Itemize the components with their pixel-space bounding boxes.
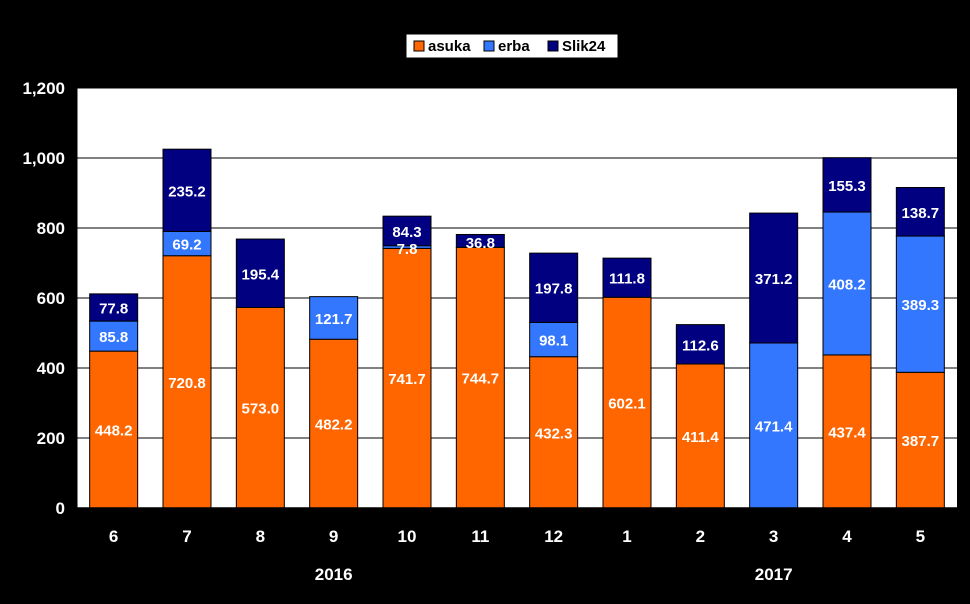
data-label: 98.1 — [539, 333, 568, 350]
data-label: 36.8 — [466, 235, 495, 252]
x-tick-label: 7 — [182, 527, 191, 546]
bar-segment-erba — [309, 296, 359, 340]
bar-segment-asuka — [529, 356, 579, 509]
data-label: 84.3 — [392, 224, 421, 241]
legend-label: erba — [498, 38, 530, 55]
data-label: 85.8 — [99, 329, 128, 346]
data-label: 432.3 — [535, 425, 573, 442]
y-tick-label: 0 — [56, 499, 65, 518]
data-label: 744.7 — [462, 371, 500, 388]
data-label: 720.8 — [168, 375, 206, 392]
data-label: 121.7 — [315, 311, 353, 328]
bar-segment-asuka — [455, 246, 505, 509]
bar-segment-erba — [529, 321, 579, 358]
data-label: 389.3 — [902, 297, 940, 314]
bar-segment-slik24 — [602, 257, 652, 298]
data-label: 155.3 — [828, 178, 866, 195]
bar-segment-slik24 — [822, 157, 872, 213]
x-tick-label: 12 — [544, 527, 563, 546]
data-label: 69.2 — [172, 237, 201, 254]
data-label: 387.7 — [902, 433, 940, 450]
data-label: 741.7 — [388, 371, 426, 388]
legend-label: Slik24 — [562, 38, 606, 55]
data-label: 371.2 — [755, 271, 793, 288]
legend: asuka erba Slik24 — [405, 33, 619, 59]
year-label: 2017 — [755, 565, 793, 584]
data-label: 408.2 — [828, 276, 866, 293]
legend-swatch-asuka — [413, 40, 425, 52]
y-tick-label: 600 — [37, 289, 65, 308]
legend-box — [405, 33, 619, 59]
bar-segment-slik24 — [529, 252, 579, 323]
data-label: 448.2 — [95, 423, 133, 440]
y-tick-label: 1,200 — [22, 79, 65, 98]
bar-segment-asuka — [822, 354, 872, 509]
data-label: 112.6 — [682, 337, 719, 354]
bar-segment-slik24 — [675, 324, 725, 365]
data-labels: 448.2 85.8 77.8 720.8 69.2 235.2 573.0 195.4 482… — [95, 178, 939, 450]
x-tick-label: 1 — [622, 527, 631, 546]
data-label: 235.2 — [168, 183, 206, 200]
bar-segment-erba — [89, 320, 139, 352]
data-label: 7.8 — [397, 241, 418, 258]
x-tick-label: 2 — [696, 527, 705, 546]
bar-segment-erba — [822, 211, 872, 356]
data-label: 411.4 — [682, 429, 719, 446]
legend-swatch-slik24 — [547, 40, 559, 52]
bar-segment-asuka — [602, 296, 652, 509]
x-tick-label: 11 — [471, 527, 489, 546]
bar-segment-slik24 — [235, 238, 285, 308]
year-label: 2016 — [315, 565, 353, 584]
data-label: 195.4 — [242, 266, 280, 283]
bar-segment-slik24 — [455, 233, 505, 248]
data-label: 471.4 — [755, 419, 793, 436]
gridlines — [77, 87, 957, 439]
bar-segment-asuka — [675, 363, 725, 509]
data-label: 573.0 — [242, 401, 280, 418]
data-label: 482.2 — [315, 417, 353, 434]
bar-segment-slik24 — [162, 148, 212, 232]
bar-segment-slik24 — [382, 215, 432, 247]
data-label: 77.8 — [99, 300, 128, 317]
data-label: 437.4 — [828, 424, 866, 441]
data-label: 602.1 — [608, 396, 646, 413]
data-label: 138.7 — [902, 205, 940, 222]
x-tick-label: 6 — [109, 527, 118, 546]
x-tick-label: 3 — [769, 527, 778, 546]
x-tick-label: 8 — [256, 527, 265, 546]
legend-swatch-erba — [483, 40, 495, 52]
bar-segment-asuka — [89, 350, 139, 509]
x-tick-label: 9 — [329, 527, 338, 546]
bar-segment-slik24 — [895, 187, 945, 237]
bar-segment-asuka — [895, 371, 945, 509]
x-tick-label: 5 — [916, 527, 925, 546]
x-tick-label: 10 — [398, 527, 417, 546]
y-tick-label: 200 — [37, 429, 65, 448]
legend-label: asuka — [428, 38, 471, 55]
y-tick-label: 1,000 — [22, 149, 65, 168]
bar-segment-slik24 — [749, 212, 799, 344]
bars — [89, 148, 945, 509]
data-label: 197.8 — [535, 281, 573, 298]
y-tick-label: 400 — [37, 359, 65, 378]
data-label: 111.8 — [609, 271, 645, 288]
bar-segment-slik24 — [89, 293, 139, 322]
bar-segment-asuka — [309, 338, 359, 509]
bar-segment-erba — [895, 235, 945, 373]
x-tick-label: 4 — [842, 527, 852, 546]
y-tick-label: 800 — [37, 219, 65, 238]
